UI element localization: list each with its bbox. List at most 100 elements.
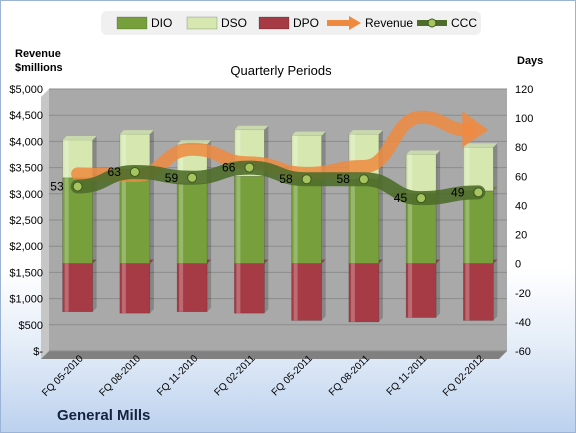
category-tick-label: FQ 02-2012 (441, 353, 487, 399)
bar-dso-side (493, 143, 498, 191)
ccc-marker (187, 172, 198, 183)
legend-swatch-dso (186, 16, 218, 30)
ccc-data-label: 59 (165, 171, 179, 185)
ccc-data-label: 63 (108, 165, 122, 179)
bar-dio-face (119, 178, 151, 264)
bar-dpo (119, 259, 154, 314)
bar-dpo-side (207, 259, 212, 312)
left-tick-label: $500 (19, 320, 43, 332)
bar-dpo-highlight (465, 263, 470, 321)
bar-dio-face (234, 176, 265, 264)
ccc-data-label: 53 (50, 180, 64, 194)
right-tick-label: 20 (515, 230, 527, 242)
bar-dpo (62, 259, 97, 312)
ccc-data-label: 49 (451, 185, 465, 199)
bar-dio-side (378, 175, 383, 264)
bar-dpo (176, 259, 212, 312)
bar-dio (291, 175, 326, 264)
bar-dio-highlight (236, 176, 241, 264)
bar-dso-side (436, 150, 441, 194)
right-tick-label: 40 (515, 200, 527, 212)
legend-label-dio: DIO (151, 16, 172, 30)
revenue-arrowhead (462, 111, 489, 148)
left-tick-label: $1,500 (9, 267, 43, 279)
category-tick-label: FQ 05-2010 (40, 353, 86, 399)
bar-dpo-highlight (408, 263, 413, 318)
bar-dpo-face (348, 263, 380, 323)
ccc-data-label: 66 (222, 161, 236, 175)
left-tick-label: $4,500 (9, 110, 43, 122)
right-tick-label: 0 (515, 259, 521, 271)
bar-dpo-highlight (64, 263, 69, 312)
bar-dpo-face (463, 263, 494, 321)
left-tick-label: $3,000 (9, 189, 43, 201)
bar-dpo-face (62, 263, 93, 312)
bar-dio-face (176, 183, 208, 264)
ccc-marker (129, 166, 140, 177)
bar-dso-highlight (64, 139, 69, 178)
legend-label-dso: DSO (221, 16, 247, 30)
bar-dpo (291, 259, 326, 321)
left-tick-label: $- (33, 346, 43, 358)
ccc-marker (244, 162, 255, 173)
ccc-marker (473, 187, 484, 198)
ccc-marker (358, 174, 369, 185)
company-name: General Mills (57, 407, 151, 424)
bar-dso-top (291, 131, 326, 136)
bar-dpo-side (436, 259, 441, 318)
bar-dso-top (234, 125, 269, 130)
category-tick-label: FQ 08-2011 (327, 353, 372, 398)
bar-dio-face (463, 190, 494, 264)
bar-dio-highlight (408, 193, 413, 264)
ccc-data-label: 58 (337, 172, 351, 186)
bar-dio (176, 179, 212, 264)
bar-dso (291, 131, 326, 180)
ccc-marker (72, 181, 83, 192)
bar-dso-top (62, 135, 97, 140)
ccc-data-label: 45 (394, 191, 408, 205)
right-axis-title: Days (517, 55, 544, 67)
right-tick-label: 60 (515, 171, 527, 183)
bar-dio-side (92, 173, 97, 264)
bar-dio-face (291, 178, 322, 264)
legend-label-revenue: Revenue (365, 16, 413, 30)
legend-swatch-dpo (258, 16, 290, 30)
bar-dso-side (92, 135, 97, 178)
bar-dpo-side (92, 259, 97, 312)
chart-title: Quarterly Periods (230, 63, 332, 78)
bar-dpo-highlight (179, 263, 184, 312)
bar-dio-highlight (179, 183, 184, 264)
bar-dso-top (406, 150, 441, 155)
bar-dpo-highlight (293, 263, 298, 321)
bar-dpo-face (176, 263, 208, 312)
bar-dpo-face (291, 263, 322, 321)
bar-dso-highlight (293, 135, 298, 180)
bar-dio (348, 175, 383, 264)
bar-dio-highlight (121, 179, 126, 264)
right-tick-label: -40 (515, 317, 531, 329)
bar-dio-highlight (465, 190, 470, 264)
left-tick-label: $2,000 (9, 241, 43, 253)
legend-swatch-revenue-head (349, 16, 361, 30)
left-tick-label: $5,000 (9, 84, 43, 96)
bar-dpo-side (378, 259, 383, 322)
bar-dio-highlight (293, 179, 298, 264)
category-tick-label: FQ 11-2010 (155, 353, 200, 398)
bar-dio-side (493, 186, 498, 264)
category-tick-label: FQ 05-2011 (270, 353, 315, 398)
bar-dpo-highlight (121, 263, 126, 314)
legend-swatch-ccc-dot (427, 18, 437, 28)
bar-dio-side (264, 172, 269, 264)
bar-dso (405, 150, 441, 195)
bar-dio-highlight (64, 177, 69, 264)
bar-dio-side (321, 175, 326, 264)
ccc-marker (416, 193, 427, 204)
right-tick-label: 120 (515, 84, 533, 96)
bar-dso-face (405, 154, 437, 195)
plot-side-wall (41, 89, 49, 359)
left-tick-label: $4,000 (9, 136, 43, 148)
bar-dpo-side (493, 259, 498, 321)
ccc-marker (301, 174, 312, 185)
bar-dpo (348, 259, 383, 323)
